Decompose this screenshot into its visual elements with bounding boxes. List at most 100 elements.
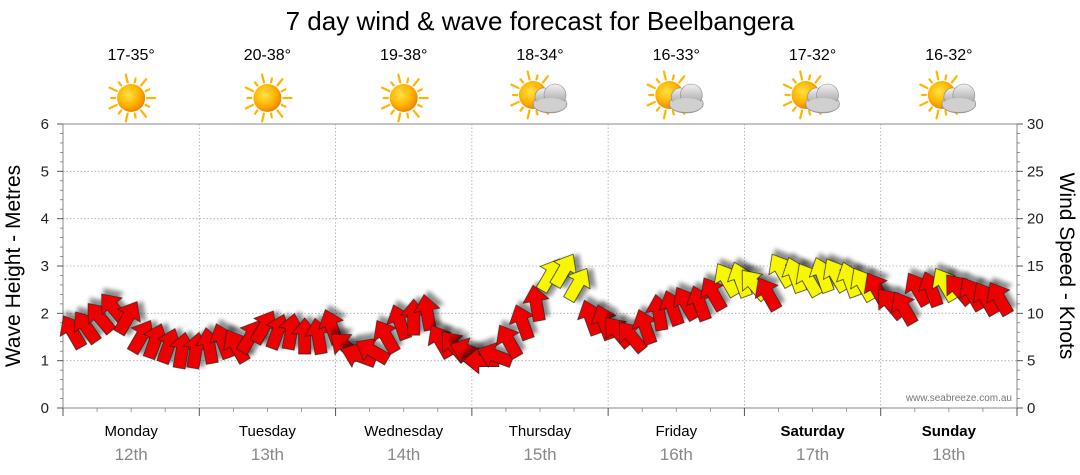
- sun-ray: [671, 109, 675, 116]
- sun-ray: [276, 109, 284, 118]
- chart-title: 7 day wind & wave forecast for Beelbange…: [286, 6, 795, 36]
- sun-ray: [406, 112, 410, 119]
- right-tick-label: 20: [1027, 211, 1044, 228]
- sun-ray: [380, 86, 391, 93]
- cloud-base: [670, 98, 703, 112]
- wind-arrow: [549, 253, 577, 289]
- sun-ray: [417, 88, 423, 93]
- partly-cloudy-icon: [646, 70, 704, 120]
- sun-ray: [944, 74, 948, 81]
- partly-cloudy-icon: [510, 70, 568, 120]
- sun-ray: [108, 103, 118, 110]
- sun-ray: [510, 100, 520, 107]
- watermark: www.seabreeze.com.au: [905, 393, 1012, 404]
- wind-arrow: [508, 304, 535, 342]
- sun-ray: [412, 109, 420, 118]
- right-tick-label: 25: [1027, 163, 1044, 180]
- temperature-range: 16-33°: [653, 47, 700, 64]
- wind-arrow: [522, 284, 550, 323]
- sun-ray: [244, 103, 255, 110]
- sun-ray: [276, 78, 284, 87]
- daily-weather: 17-35° 20-38° 19-38° 18-34° 16-33° 17-32° 16-3…: [107, 47, 977, 123]
- sun-ray: [526, 70, 531, 81]
- wind-arrow: [754, 277, 783, 313]
- sun-ray: [397, 73, 402, 84]
- sun-ray: [541, 75, 550, 84]
- sun-ray: [535, 74, 539, 81]
- day-label: Thursday: [509, 423, 572, 440]
- sun-ray: [808, 109, 812, 116]
- wind-arrow: [631, 309, 658, 346]
- left-tick-label: 6: [41, 116, 49, 133]
- sun-ray: [526, 109, 531, 120]
- sun-ray: [928, 106, 933, 112]
- date-label: 14th: [387, 445, 420, 464]
- sun-ray: [144, 103, 151, 108]
- sun-ray: [814, 75, 822, 84]
- sun-icon: [380, 73, 429, 123]
- day-label: Friday: [655, 423, 697, 440]
- sun-disc: [253, 84, 282, 112]
- grid-lines: [63, 124, 1017, 408]
- sun-disc: [389, 84, 418, 112]
- wind-arrow: [891, 291, 919, 327]
- sun-ray: [140, 78, 148, 87]
- sun-ray: [124, 112, 129, 123]
- left-axis: 0 1 2 3 4 5 6: [41, 116, 63, 417]
- sun-ray: [655, 78, 661, 84]
- sun-ray: [253, 81, 259, 87]
- sun-ray: [390, 109, 395, 115]
- wind-arrow: [563, 267, 591, 304]
- sun-ray: [662, 109, 667, 120]
- left-tick-label: 5: [41, 163, 49, 180]
- sun-icon: [244, 73, 293, 123]
- cloud-shape: [941, 83, 977, 114]
- sun-ray: [535, 109, 539, 116]
- left-tick-label: 2: [41, 305, 49, 322]
- day-label: Tuesday: [239, 423, 296, 440]
- date-label: 13th: [251, 445, 284, 464]
- sun-ray: [519, 78, 525, 84]
- sun-ray: [792, 78, 797, 84]
- sun-ray: [782, 100, 793, 107]
- sun-ray: [792, 106, 797, 112]
- partly-cloudy-icon: [782, 70, 840, 120]
- sun-ray: [380, 103, 391, 110]
- sun-ray: [133, 112, 137, 119]
- right-axis-label: Wind Speed - Knots: [1055, 173, 1078, 360]
- sun-ray: [799, 109, 804, 120]
- sun-ray: [935, 109, 940, 120]
- right-tick-label: 10: [1027, 305, 1044, 322]
- day-label: Monday: [104, 423, 158, 440]
- date-label: 16th: [660, 445, 693, 464]
- wind-arrow: [87, 303, 117, 336]
- sun-ray: [260, 73, 265, 84]
- sun-ray: [280, 88, 287, 93]
- right-tick-label: 0: [1027, 400, 1035, 417]
- sun-ray: [935, 70, 940, 81]
- sun-ray: [950, 75, 958, 84]
- sun-ray: [919, 100, 929, 107]
- sun-ray: [269, 112, 273, 119]
- sun-ray: [253, 109, 259, 115]
- wind-arrow: [700, 277, 728, 313]
- cloud-base: [942, 98, 975, 112]
- cloud-base: [806, 98, 839, 112]
- sun-ray: [678, 75, 686, 84]
- cloud-base: [534, 98, 566, 112]
- sun-ray: [662, 70, 667, 81]
- partly-cloudy-icon: [919, 70, 977, 120]
- sun-icon: [108, 73, 157, 123]
- left-tick-label: 1: [41, 353, 49, 370]
- sun-ray: [397, 112, 402, 123]
- temperature-range: 16-32°: [925, 47, 972, 64]
- cloud-shape: [805, 83, 840, 114]
- wind-arrow: [355, 337, 392, 366]
- sun-ray: [117, 109, 123, 115]
- temperature-range: 17-35°: [107, 47, 154, 64]
- left-tick-label: 4: [41, 211, 49, 228]
- sun-ray: [406, 77, 410, 84]
- sun-ray: [519, 106, 525, 112]
- wind-arrow: [986, 282, 1014, 318]
